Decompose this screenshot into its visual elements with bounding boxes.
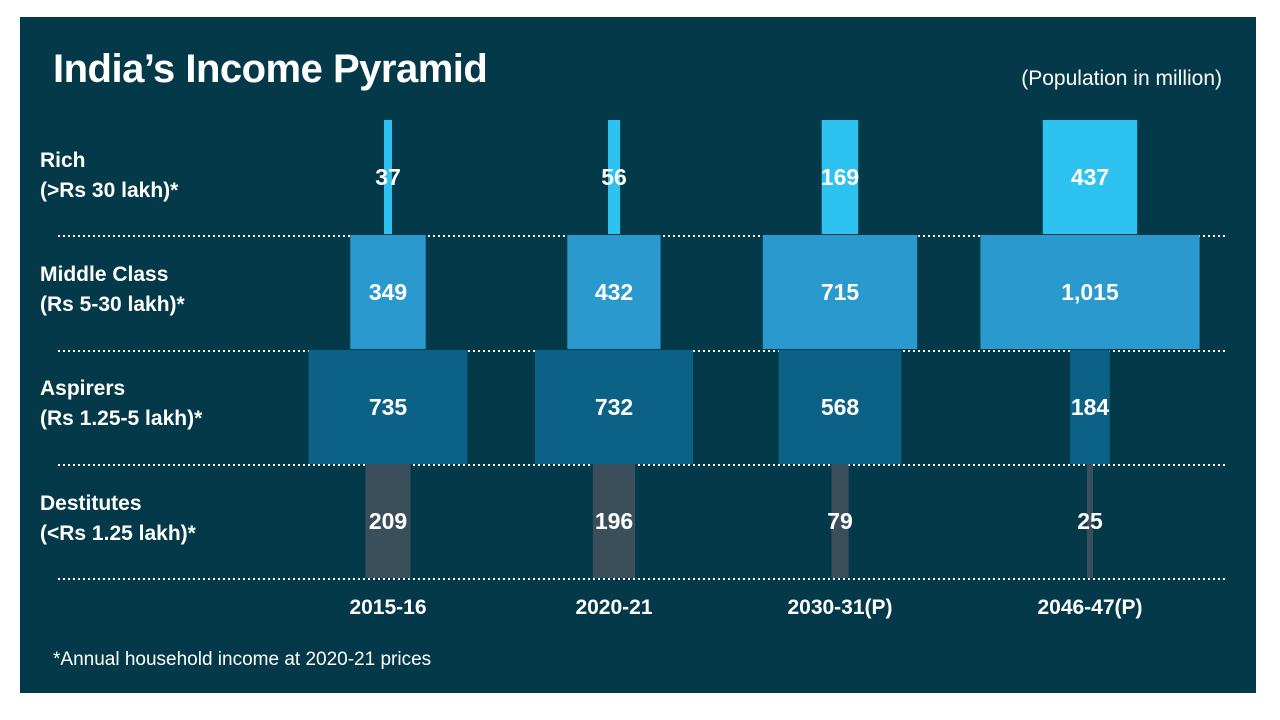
bar-aspirers-2046-47-p — [1070, 350, 1110, 464]
bar-destitutes-2020-21 — [592, 464, 636, 578]
bar-rich-2015-16 — [384, 120, 392, 234]
x-tick-label: 2030-31(P) — [787, 596, 892, 619]
data-label: 1,015 — [1061, 279, 1119, 305]
bar-destitutes-2030-31-p — [831, 464, 849, 578]
bar-destitutes-2046-47-p — [1087, 464, 1093, 578]
bar-middle-class-2015-16 — [350, 235, 426, 349]
tier-label-aspirers: Aspirers (Rs 1.25-5 lakh)* — [40, 374, 202, 434]
data-label: 735 — [369, 394, 408, 420]
data-label: 732 — [595, 394, 633, 420]
x-tick-label: 2020-21 — [575, 596, 652, 619]
tier-label-rich: Rich (>Rs 30 lakh)* — [40, 146, 178, 206]
data-label: 184 — [1071, 394, 1110, 420]
data-label: 56 — [601, 164, 627, 190]
tier-name: Destitutes — [40, 492, 142, 515]
data-label: 568 — [821, 394, 860, 420]
data-label: 437 — [1071, 164, 1109, 190]
bar-rich-2020-21 — [608, 120, 621, 234]
tier-label-middle-class: Middle Class (Rs 5-30 lakh)* — [40, 260, 185, 320]
data-label: 169 — [821, 164, 859, 190]
footnote: *Annual household income at 2020-21 pric… — [53, 649, 432, 670]
x-tick-label: 2015-16 — [349, 596, 426, 619]
bar-middle-class-2030-31-p — [762, 235, 918, 349]
data-label: 196 — [595, 508, 633, 534]
bar-middle-class-2020-21 — [567, 235, 661, 349]
bar-rich-2046-47-p — [1042, 120, 1138, 234]
bar-middle-class-2046-47-p — [980, 235, 1200, 349]
unit-note: (Population in million) — [1021, 67, 1222, 90]
tier-range: (>Rs 30 lakh)* — [40, 179, 179, 202]
bar-aspirers-2030-31-p — [778, 350, 902, 464]
tier-range: (Rs 1.25-5 lakh)* — [40, 407, 203, 430]
tier-name: Rich — [40, 149, 86, 172]
tier-name: Aspirers — [40, 377, 126, 400]
data-label: 79 — [827, 508, 853, 534]
x-tick-label: 2046-47(P) — [1037, 596, 1142, 619]
tier-label-destitutes: Destitutes (<Rs 1.25 lakh)* — [40, 489, 196, 549]
bar-aspirers-2015-16 — [308, 350, 468, 464]
bar-rich-2030-31-p — [821, 120, 859, 234]
tier-name: Middle Class — [40, 263, 169, 286]
tier-range: (Rs 5-30 lakh)* — [40, 293, 185, 316]
data-label: 37 — [375, 164, 401, 190]
bar-destitutes-2015-16 — [365, 464, 411, 578]
data-label: 209 — [369, 508, 407, 534]
data-label: 432 — [595, 279, 633, 305]
data-label: 715 — [821, 279, 860, 305]
data-label: 25 — [1077, 508, 1103, 534]
chart-title: India’s Income Pyramid — [53, 47, 488, 91]
tier-range: (<Rs 1.25 lakh)* — [40, 522, 196, 545]
data-label: 349 — [369, 279, 407, 305]
bar-aspirers-2020-21 — [534, 350, 693, 464]
